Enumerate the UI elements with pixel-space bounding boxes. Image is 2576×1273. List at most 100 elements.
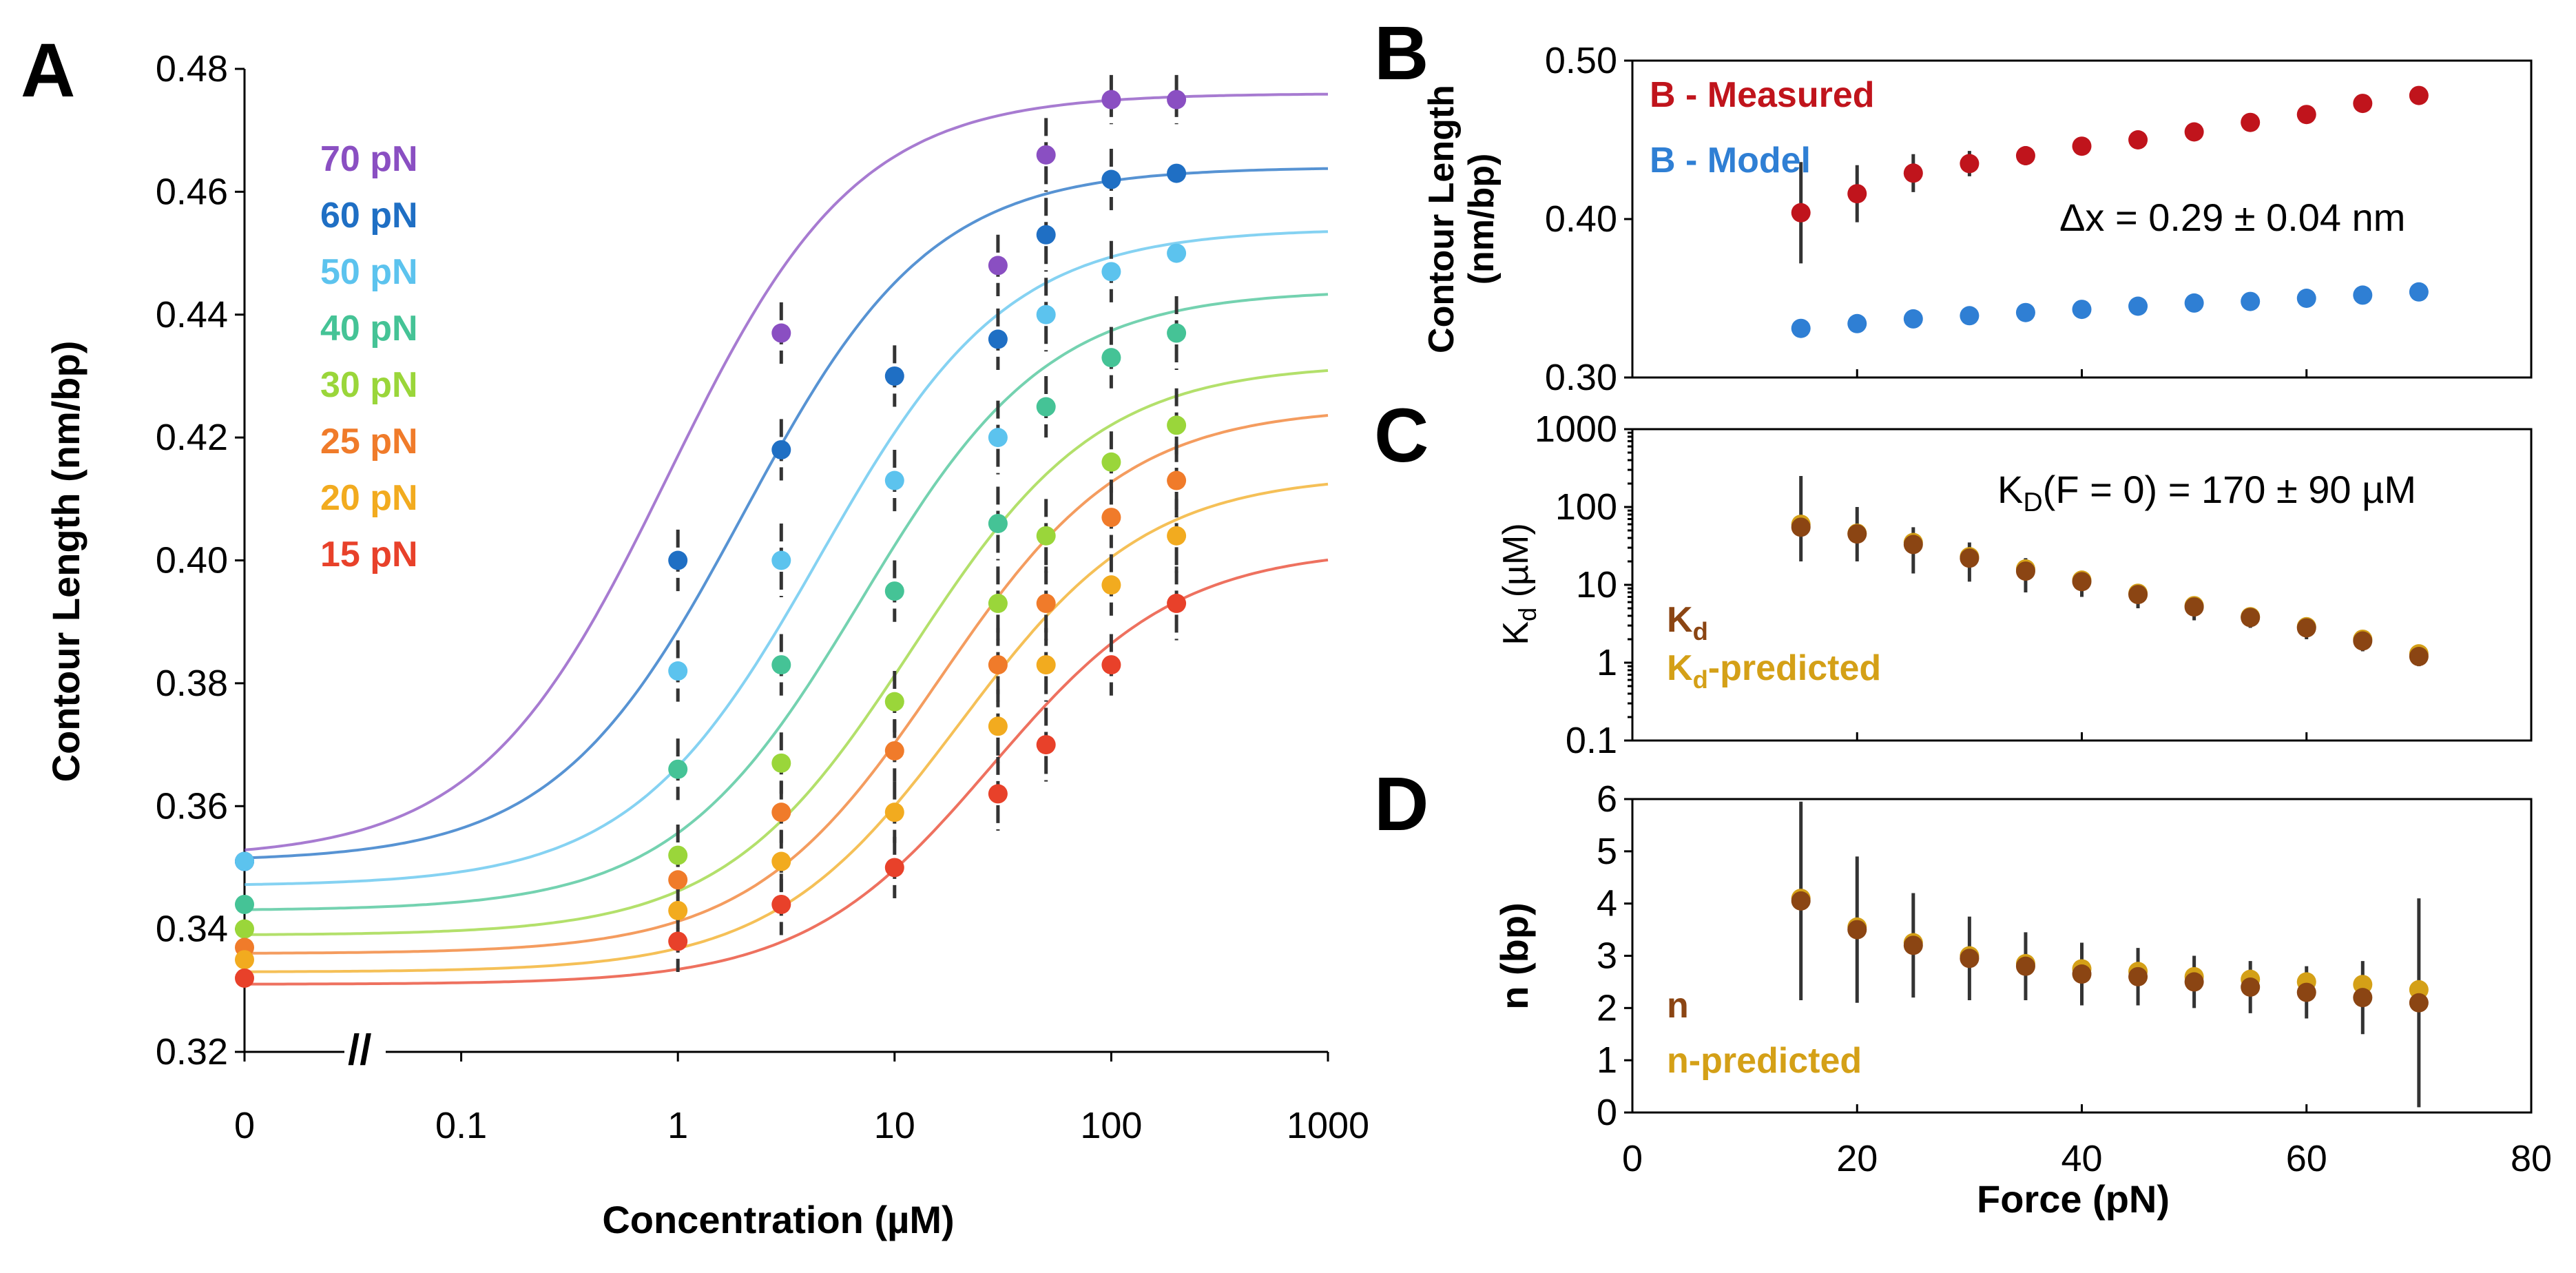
panel-a-point	[668, 845, 688, 865]
panel-a-x-tick-label: 0	[234, 1105, 255, 1146]
panel-b-point	[1960, 306, 1980, 326]
panel-a-point	[1101, 262, 1121, 282]
panel-b-point	[2296, 289, 2316, 308]
panel-a-fit-curve	[245, 558, 1329, 986]
panel-b-point	[1791, 203, 1811, 222]
panel-d-point	[1903, 935, 1923, 955]
panel-b-point	[1791, 318, 1811, 338]
panel-a-legend-entry: 50 pN	[320, 252, 418, 292]
panel-c-point	[2015, 561, 2035, 581]
panel-a-point	[884, 858, 904, 878]
panel-b-point	[2072, 300, 2092, 320]
panel-b-point	[2184, 293, 2204, 313]
panel-a-point	[235, 894, 254, 914]
panel-d-y-tick-label: 3	[1597, 935, 1617, 977]
panel-c-point	[2184, 597, 2204, 617]
panel-a-y-tick-label: 0.38	[156, 663, 228, 704]
panel-c-point	[2296, 618, 2316, 638]
panel-d-x-tick-label: 20	[1836, 1138, 1878, 1179]
panel-d-x-ticks: 0 20 40 60 80	[1622, 1104, 2552, 1179]
panel-a-point	[1167, 323, 1187, 343]
panel-a-x-tick-label: 1000	[1287, 1105, 1369, 1146]
panel-a-point	[884, 470, 904, 490]
panel-a-axis-break: //	[348, 1026, 371, 1074]
panel-a-y-tick-label: 0.32	[156, 1031, 228, 1073]
panel-b-y-label-line1: Contour Length	[1422, 85, 1462, 353]
panel-d-point	[1791, 891, 1811, 911]
panel-a-point	[235, 919, 254, 939]
panel-d-x-tick-label: 60	[2286, 1138, 2327, 1179]
panel-a-point	[884, 366, 904, 386]
panel-a: A // 0.32 0.34 0.36 0.38 0.40 0.42 0.44 0.46 0.4…	[21, 28, 1369, 1241]
panel-c-y-tick-label: 1	[1597, 642, 1617, 683]
panel-d-point	[1960, 949, 1980, 969]
panel-a-point	[1101, 575, 1121, 595]
panel-a-point	[668, 870, 688, 890]
panel-c-point	[2409, 647, 2429, 667]
panel-a-point	[988, 784, 1008, 804]
panel-a-point	[1167, 470, 1187, 490]
panel-d-legend: n n-predicted	[1667, 986, 1862, 1081]
panel-c-point	[2353, 631, 2373, 651]
panel-d-x-tick-label: 40	[2061, 1138, 2102, 1179]
panel-a-point	[771, 655, 791, 675]
panel-a-x-tick-label: 1	[667, 1105, 688, 1146]
panel-a-point	[668, 661, 688, 681]
panel-a-point	[1036, 593, 1056, 613]
panel-b-point	[2409, 282, 2429, 302]
panel-c-annotation: KD(F = 0) = 170 ± 90 µM	[1997, 468, 2416, 517]
panel-c-letter: C	[1374, 393, 1429, 478]
panel-b-point	[2015, 302, 2035, 322]
panel-a-point	[988, 428, 1008, 448]
panel-d-point	[2241, 977, 2261, 997]
panel-a-point	[884, 581, 904, 601]
panel-d-y-tick-label: 5	[1597, 831, 1617, 872]
panel-a-point	[1167, 163, 1187, 183]
panel-a-point	[1167, 526, 1187, 546]
panel-a-point	[771, 851, 791, 871]
panel-a-point	[771, 894, 791, 914]
panel-a-point	[988, 655, 1008, 675]
panel-b-point	[1960, 154, 1980, 174]
panel-c-y-ticks: 1000 100 10 1 0.1	[1535, 408, 1632, 761]
panel-b-letter: B	[1374, 11, 1429, 96]
panel-a-point	[771, 439, 791, 459]
panel-a-point	[771, 803, 791, 822]
panel-c-legend-entry: Kd-predicted	[1667, 648, 1881, 694]
panel-b-y-ticks: 0.30 0.40 0.50	[1545, 40, 1632, 398]
panel-d-y-tick-label: 6	[1597, 778, 1617, 820]
panel-d-y-tick-label: 0	[1597, 1092, 1617, 1133]
panel-a-point	[1101, 508, 1121, 528]
panel-b-point	[2241, 291, 2261, 311]
panel-d-legend-entry: n-predicted	[1667, 1041, 1862, 1081]
panel-a-legend-entry: 40 pN	[320, 309, 418, 349]
panel-a-point	[884, 741, 904, 760]
panel-b-point	[2015, 146, 2035, 165]
panel-b-legend: B - Measured B - Model	[1650, 75, 1875, 180]
panel-c-point	[2072, 572, 2092, 592]
panel-a-x-label: Concentration (µM)	[602, 1198, 954, 1241]
panel-a-y-label: Contour Length (nm/bp)	[44, 341, 87, 783]
panel-b-annotation: Δx = 0.29 ± 0.04 nm	[2059, 196, 2405, 239]
panel-d-y-tick-label: 1	[1597, 1039, 1617, 1081]
panel-a-point	[771, 550, 791, 570]
panel-d-y-ticks: 0 1 2 3 4 5 6	[1597, 778, 1632, 1133]
panel-d-x-tick-label: 80	[2511, 1138, 2552, 1179]
panel-d-point	[2184, 972, 2204, 992]
panel-b-point	[2184, 122, 2204, 142]
panel-c-point	[1791, 517, 1811, 537]
panel-a-point	[668, 550, 688, 570]
panel-a-x-tick-label: 0.1	[435, 1105, 487, 1146]
panel-b-y-tick-label: 0.30	[1545, 357, 1617, 398]
panel-a-y-tick-label: 0.34	[156, 909, 228, 950]
panel-a-x-ticks: 0 0.1 1 10 100 1000	[234, 1052, 1369, 1146]
panel-a-point	[1101, 90, 1121, 110]
panel-b-point	[2072, 136, 2092, 156]
panel-d-x-tick-label: 0	[1622, 1138, 1643, 1179]
panel-a-legend: 70 pN 60 pN 50 pN 40 pN 30 pN 25 pN 20 pN 15 pN	[320, 139, 418, 575]
panel-a-point	[988, 329, 1008, 349]
panel-d-point	[2296, 982, 2316, 1002]
panel-a-point	[1036, 145, 1056, 165]
